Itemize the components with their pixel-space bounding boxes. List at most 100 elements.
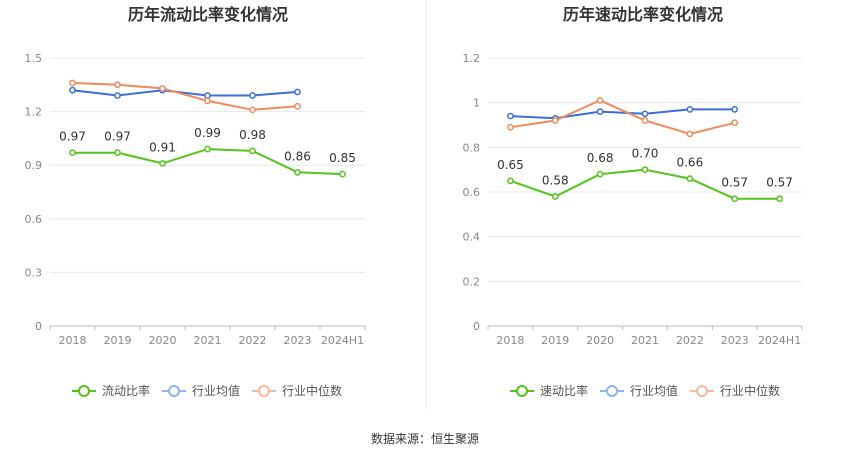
data-point xyxy=(731,106,739,113)
x-tick-label: 2023 xyxy=(284,334,312,347)
data-point xyxy=(507,112,514,120)
data-point xyxy=(776,195,783,203)
x-tick-label: 2022 xyxy=(676,334,704,347)
data-point xyxy=(686,130,694,138)
legend-marker xyxy=(696,385,708,397)
x-tick-label: 2021 xyxy=(631,334,659,347)
data-point xyxy=(641,166,649,174)
series-line xyxy=(510,99,735,135)
data-point xyxy=(339,170,346,178)
data-point xyxy=(686,106,694,113)
data-point xyxy=(596,97,604,104)
legend-label: 行业均值 xyxy=(192,383,240,398)
data-point xyxy=(551,193,559,200)
data-label: 0.86 xyxy=(284,149,311,163)
series-line xyxy=(510,108,735,120)
data-point xyxy=(204,97,211,105)
legend-item: 流动比率 xyxy=(72,383,150,398)
y-tick-label: 1 xyxy=(473,97,480,110)
data-label: 0.97 xyxy=(59,130,86,144)
data-point xyxy=(294,168,301,176)
legend-marker xyxy=(258,385,270,397)
y-tick-label: 1.2 xyxy=(25,106,43,119)
data-point xyxy=(294,102,301,110)
x-tick-label: 2018 xyxy=(59,334,87,347)
x-tick-label: 2019 xyxy=(541,334,569,347)
data-label: 0.66 xyxy=(676,156,703,170)
legend-item: 行业中位数 xyxy=(690,383,780,398)
y-tick-label: 0.3 xyxy=(25,266,43,279)
data-label: 0.57 xyxy=(721,176,748,190)
x-tick-label: 2024H1 xyxy=(758,334,801,347)
x-tick-label: 2022 xyxy=(239,334,267,347)
current-ratio-chart: 历年流动比率变化情况 0 0.3 0.6 0.9 1.2 1.5 2018 2019 2020… xyxy=(25,5,366,398)
legend-marker xyxy=(606,385,618,397)
data-point xyxy=(731,195,739,203)
legend-label: 行业中位数 xyxy=(282,383,342,398)
data-label: 0.58 xyxy=(542,173,569,187)
legend-label: 行业中位数 xyxy=(720,383,780,398)
legend-item: 行业均值 xyxy=(162,383,240,398)
data-point xyxy=(551,117,559,124)
data-point xyxy=(159,85,166,92)
data-point xyxy=(249,92,256,99)
legend-item: 行业均值 xyxy=(600,383,678,398)
data-point xyxy=(294,88,301,96)
y-tick-label: 0.2 xyxy=(463,275,481,288)
x-tick-label: 2024H1 xyxy=(321,334,364,347)
y-tick-label: 0.4 xyxy=(463,231,481,244)
data-point xyxy=(507,177,514,185)
data-point xyxy=(69,149,76,157)
data-point xyxy=(114,149,121,157)
data-point xyxy=(69,86,76,94)
data-point xyxy=(731,119,739,127)
y-tick-label: 1.2 xyxy=(463,52,481,65)
x-tick-label: 2020 xyxy=(586,334,614,347)
data-label: 0.65 xyxy=(497,158,524,172)
data-point xyxy=(204,92,211,99)
quick-ratio-chart: 历年速动比率变化情况 0 0.2 0.4 0.6 0.8 1 1.2 2018 2019 202… xyxy=(463,5,803,398)
y-tick-label: 0 xyxy=(35,320,42,333)
data-point xyxy=(159,160,166,167)
x-tick-label: 2023 xyxy=(721,334,749,347)
legend-label: 速动比率 xyxy=(540,383,588,398)
legend-marker xyxy=(168,385,180,397)
y-tick-label: 1.5 xyxy=(25,52,43,65)
x-tick-label: 2020 xyxy=(149,334,177,347)
y-tick-label: 0.8 xyxy=(463,141,481,154)
legend-label: 流动比率 xyxy=(102,383,150,398)
data-point xyxy=(686,175,694,182)
y-tick-label: 0.6 xyxy=(25,213,43,226)
y-tick-label: 0 xyxy=(473,320,480,333)
y-tick-label: 0.9 xyxy=(25,159,43,172)
legend-label: 行业均值 xyxy=(630,383,678,398)
data-point xyxy=(114,92,121,99)
data-point xyxy=(249,106,256,114)
data-point xyxy=(249,147,256,155)
data-label: 0.97 xyxy=(104,130,131,144)
data-label: 0.68 xyxy=(587,151,614,165)
data-point xyxy=(114,81,121,89)
data-label: 0.85 xyxy=(329,151,356,165)
x-tick-label: 2021 xyxy=(194,334,222,347)
series-line xyxy=(72,89,298,97)
series-line xyxy=(72,82,298,111)
legend-marker xyxy=(516,385,528,397)
data-point xyxy=(204,145,211,153)
chart-title: 历年速动比率变化情况 xyxy=(563,5,723,24)
data-label: 0.70 xyxy=(632,147,659,161)
legend-item: 速动比率 xyxy=(510,383,588,398)
data-source: 数据来源：恒生聚源 xyxy=(371,431,479,446)
x-tick-label: 2019 xyxy=(104,334,132,347)
data-point xyxy=(596,170,604,178)
legend-item: 行业中位数 xyxy=(252,383,342,398)
data-label: 0.98 xyxy=(239,128,266,142)
data-point xyxy=(641,110,649,118)
legend-marker xyxy=(78,385,90,397)
y-tick-label: 0.6 xyxy=(463,186,481,199)
data-point xyxy=(69,79,76,87)
x-tick-label: 2018 xyxy=(496,334,524,347)
data-point xyxy=(507,123,514,131)
